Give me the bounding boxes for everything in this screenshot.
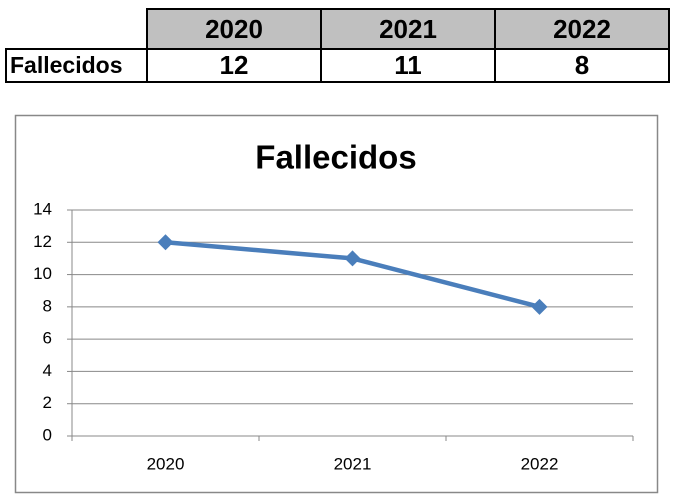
chart-title: Fallecidos xyxy=(255,139,416,176)
chart-frame xyxy=(14,114,659,494)
header-cell: 2020 xyxy=(146,8,322,50)
data-row: Fallecidos 12 11 8 xyxy=(5,48,670,83)
header-cell: 2021 xyxy=(320,8,496,50)
y-tick-label: 4 xyxy=(43,361,52,380)
cell: 8 xyxy=(494,48,670,83)
data-point xyxy=(157,234,174,251)
header-row: 2020 2021 2022 xyxy=(6,8,670,50)
y-tick-label: 2 xyxy=(43,393,52,412)
y-tick-label: 8 xyxy=(43,296,52,315)
y-tick-label: 14 xyxy=(33,199,52,218)
x-tick-label: 2020 xyxy=(147,454,185,473)
data-table: 2020 2021 2022 Fallecidos 12 11 8 xyxy=(5,8,670,83)
x-tick-label: 2021 xyxy=(334,454,372,473)
y-tick-label: 12 xyxy=(33,232,52,251)
y-tick-label: 6 xyxy=(43,329,52,348)
cell: 12 xyxy=(146,48,322,83)
header-cell: 2022 xyxy=(494,8,670,50)
data-point xyxy=(531,298,548,315)
cell: 11 xyxy=(320,48,496,83)
x-tick-label: 2022 xyxy=(521,454,559,473)
row-label: Fallecidos xyxy=(5,48,148,83)
y-tick-label: 0 xyxy=(43,425,52,444)
data-point xyxy=(344,250,361,267)
y-tick-label: 10 xyxy=(33,264,52,283)
